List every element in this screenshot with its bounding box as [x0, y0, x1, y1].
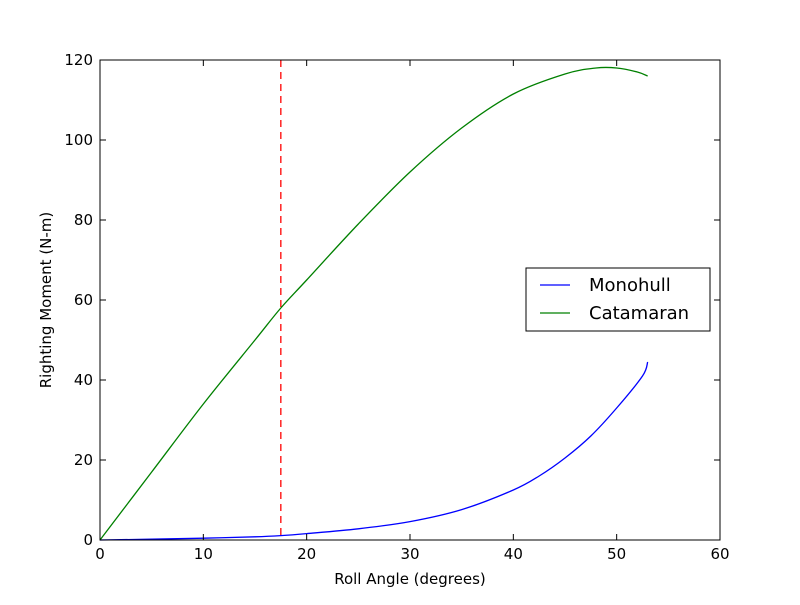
- legend-label-catamaran: Catamaran: [589, 303, 689, 324]
- y-tick-label: 100: [64, 131, 93, 149]
- x-axis-title: Roll Angle (degrees): [334, 570, 486, 588]
- y-tick-label: 80: [74, 211, 93, 229]
- y-axis-title: Righting Moment (N-m): [37, 212, 55, 389]
- legend: Monohull Catamaran: [525, 267, 711, 332]
- y-tick-label: 0: [83, 531, 93, 549]
- y-tick-label: 40: [74, 371, 93, 389]
- series-line-monohull: [99, 361, 649, 541]
- x-tick-label: 40: [504, 545, 523, 563]
- x-tick-label: 20: [297, 545, 316, 563]
- y-tick-label: 60: [74, 291, 93, 309]
- y-tick-label: 20: [74, 451, 93, 469]
- x-tick-label: 0: [95, 545, 105, 563]
- legend-label-monohull: Monohull: [589, 275, 671, 296]
- x-tick-label: 30: [400, 545, 419, 563]
- x-tick-label: 10: [194, 545, 213, 563]
- axis-ticks: 0 10 20 30 40 50 60 0 20 40 60 80 100 120: [64, 51, 729, 563]
- legend-box: [525, 267, 711, 332]
- series-line-catamaran: [99, 66, 648, 541]
- chart-marks: [99, 60, 649, 541]
- x-tick-label: 60: [710, 545, 729, 563]
- x-tick-label: 50: [607, 545, 626, 563]
- y-tick-label: 120: [64, 51, 93, 69]
